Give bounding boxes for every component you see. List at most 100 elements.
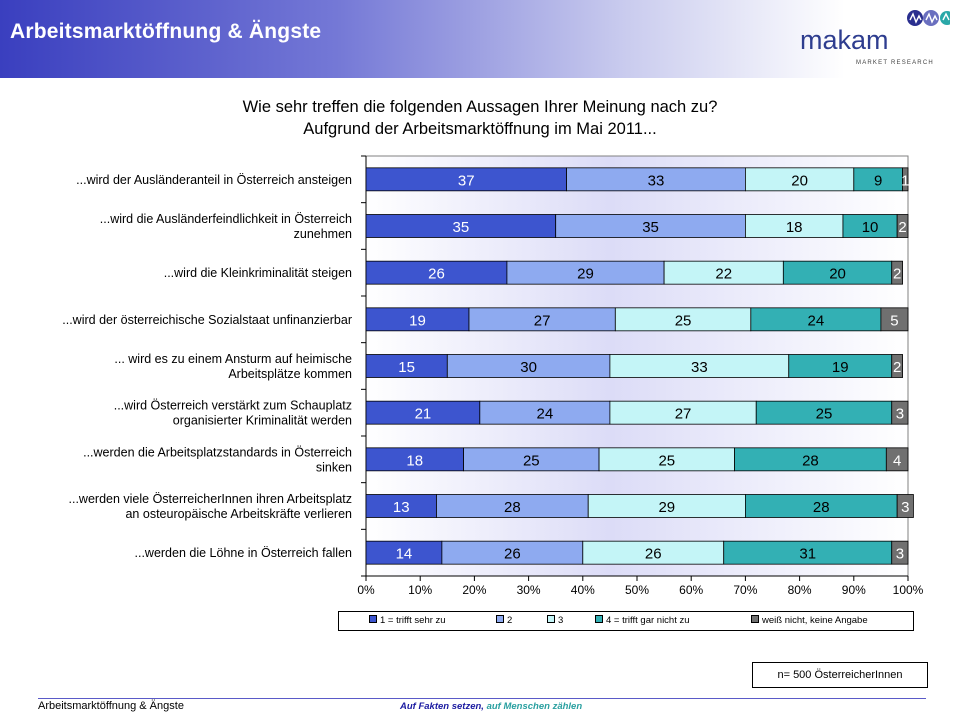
data-label: 27 [675, 406, 692, 423]
x-tick-label: 30% [517, 583, 541, 597]
footer-slogan-part1: Auf Fakten setzen, [400, 701, 484, 712]
x-tick-label: 40% [571, 583, 595, 597]
footer-title: Arbeitsmarktöffnung & Ängste [38, 700, 184, 712]
legend-item-1: 1 = trifft sehr zu [369, 615, 446, 626]
category-label: ...wird die Kleinkriminalität steigen [164, 266, 352, 280]
data-label: 25 [675, 312, 692, 329]
data-label: 14 [396, 546, 413, 563]
category-label: Arbeitsplätze kommen [228, 367, 352, 381]
category-label: ...werden die Löhne in Österreich fallen [135, 546, 353, 560]
data-label: 21 [415, 406, 432, 423]
page-title: Arbeitsmarktöffnung & Ängste [10, 20, 322, 43]
data-label: 5 [890, 312, 898, 329]
x-tick-label: 60% [679, 583, 703, 597]
data-label: 18 [406, 452, 423, 469]
legend-item-3: 3 [547, 615, 563, 626]
bar-segment [885, 447, 909, 472]
logo-subtitle: MARKET RESEARCH [856, 60, 934, 66]
legend-label-4: 4 = trifft gar nicht zu [606, 615, 690, 626]
bar-segment [896, 214, 909, 238]
legend-label-5: weiß nicht, keine Angabe [762, 615, 868, 626]
bar-segment [891, 400, 909, 425]
data-label: 13 [393, 499, 410, 516]
category-label: ...wird Österreich verstärkt zum Schaupl… [114, 399, 352, 413]
data-label: 4 [893, 452, 901, 469]
chart-title-line-1: Wie sehr treffen die folgenden Aussagen … [242, 98, 718, 116]
data-label: 2 [893, 359, 901, 376]
x-tick-label: 70% [733, 583, 757, 597]
category-label: ...wird die Ausländerfeindlichkeit in Ös… [100, 212, 352, 226]
bar-segment [896, 494, 914, 518]
data-label: 27 [534, 312, 551, 329]
legend-swatch-4 [595, 615, 603, 624]
category-label: ... wird es zu einem Ansturm auf heimisc… [114, 352, 352, 366]
legend-label-1: 1 = trifft sehr zu [380, 615, 446, 626]
data-label: 18 [786, 219, 803, 236]
legend-swatch-5 [751, 615, 759, 624]
bar-segment [880, 307, 909, 332]
legend-item-4: 4 = trifft gar nicht zu [595, 615, 690, 626]
logo-wordmark: makam [800, 25, 889, 55]
data-label: 31 [799, 546, 816, 563]
data-label: 33 [648, 172, 665, 189]
category-label: organisierter Kriminalität werden [173, 414, 352, 428]
legend-swatch-2 [496, 615, 504, 624]
data-label: 24 [537, 406, 554, 423]
data-label: 28 [813, 499, 830, 516]
footer-slogan: Auf Fakten setzen, auf Menschen zählen [400, 701, 582, 712]
category-label: an osteuropäische Arbeitskräfte verliere… [125, 507, 352, 521]
data-label: 24 [808, 312, 825, 329]
data-label: 30 [520, 359, 537, 376]
legend-item-5: weiß nicht, keine Angabe [751, 615, 868, 626]
x-tick-label: 50% [625, 583, 649, 597]
data-label: 25 [523, 452, 540, 469]
legend-swatch-1 [369, 615, 377, 624]
data-label: 15 [398, 359, 415, 376]
data-label: 35 [453, 219, 470, 236]
footer-divider [38, 698, 926, 699]
data-label: 2 [898, 219, 906, 236]
chart-legend: 1 = trifft sehr zu 2 3 4 = trifft gar ni… [338, 611, 914, 631]
legend-item-2: 2 [496, 615, 512, 626]
x-tick-label: 80% [788, 583, 812, 597]
data-label: 26 [645, 546, 662, 563]
data-label: 2 [893, 266, 901, 283]
legend-label-2: 2 [507, 615, 513, 626]
bar-segment [891, 354, 903, 378]
data-label: 20 [829, 266, 846, 283]
category-label: zunehmen [294, 227, 352, 241]
data-label: 19 [832, 359, 849, 376]
chart-title-line-2: Aufgrund der Arbeitsmarktöffnung im Mai … [303, 120, 657, 138]
category-label: ...werden die Arbeitsplatzstandards in Ö… [83, 445, 352, 459]
data-label: 3 [896, 406, 904, 423]
data-label: 29 [658, 499, 675, 516]
category-label: ...werden viele ÖsterreicherInnen ihren … [69, 492, 352, 506]
data-label: 22 [715, 266, 732, 283]
data-label: 29 [577, 266, 594, 283]
bar-segment [902, 167, 909, 192]
category-label: ...wird der Ausländeranteil in Österreic… [76, 173, 352, 187]
data-label: 33 [691, 359, 708, 376]
category-label: sinken [316, 460, 352, 474]
makam-logo: makam MARKET RESEARCH [800, 10, 950, 66]
data-label: 20 [791, 172, 808, 189]
data-label: 9 [874, 172, 882, 189]
data-label: 10 [862, 219, 879, 236]
data-label: 19 [409, 312, 426, 329]
data-label: 26 [428, 266, 445, 283]
x-tick-label: 20% [462, 583, 486, 597]
footer-slogan-part2: auf Menschen zählen [486, 701, 583, 712]
category-label: ...wird der österreichische Sozialstaat … [62, 313, 352, 327]
data-label: 26 [504, 546, 521, 563]
data-label: 1 [901, 172, 909, 189]
data-label: 28 [802, 452, 819, 469]
bar-segment [891, 540, 909, 565]
data-label: 3 [901, 499, 909, 516]
data-label: 3 [896, 546, 904, 563]
legend-swatch-3 [547, 615, 555, 624]
header-banner: Arbeitsmarktöffnung & Ängste [0, 0, 960, 78]
data-label: 28 [504, 499, 521, 516]
x-tick-label: 100% [893, 583, 924, 597]
logo-icon [907, 10, 950, 26]
x-tick-label: 90% [842, 583, 866, 597]
